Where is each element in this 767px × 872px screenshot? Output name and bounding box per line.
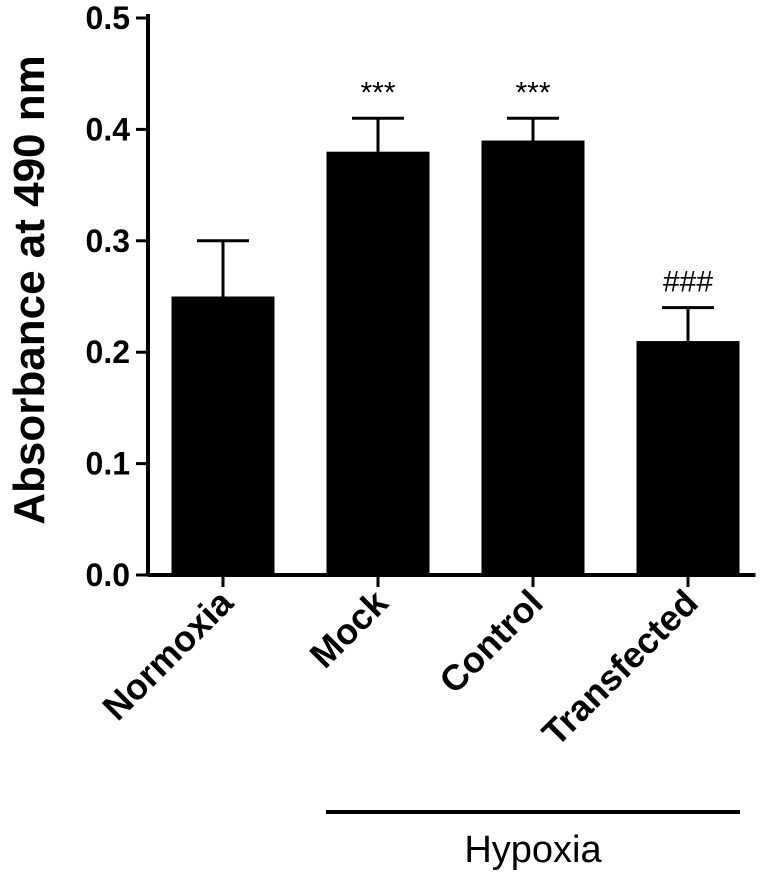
bars [171, 140, 740, 576]
significance-labels: *** *** ### [360, 76, 713, 298]
bar-control [481, 140, 585, 576]
error-bars [197, 116, 714, 342]
x-tick-label: Transfected [534, 582, 706, 754]
y-tick-label: 0.4 [86, 111, 131, 147]
y-tick-label: 0.1 [86, 446, 130, 482]
y-axis: 0.0 0.1 0.2 0.3 0.4 0.5 [86, 0, 150, 593]
bar-mock [326, 151, 430, 575]
significance-label: *** [515, 76, 550, 109]
group-label: Hypoxia [464, 829, 602, 871]
x-tick-label: Normoxia [94, 581, 241, 728]
y-axis-title: Absorbance at 490 nm [5, 55, 54, 525]
y-tick-label: 0.3 [86, 223, 130, 259]
y-tick-label: 0.5 [86, 0, 130, 36]
bar-normoxia [171, 296, 275, 575]
x-axis [148, 573, 756, 587]
y-tick-label: 0.0 [86, 557, 130, 593]
significance-label: *** [360, 76, 395, 109]
significance-label: ### [663, 266, 713, 299]
y-tick-label: 0.2 [86, 334, 130, 370]
x-tick-label: Mock [302, 581, 397, 676]
x-tick-label: Control [431, 582, 550, 701]
bar-transfected [636, 341, 740, 575]
